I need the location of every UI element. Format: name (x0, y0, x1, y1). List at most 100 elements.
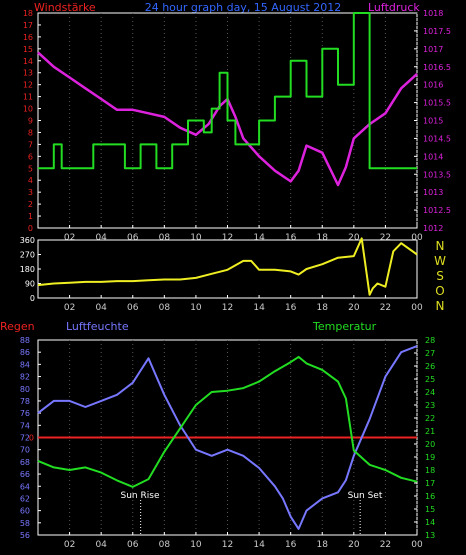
chart-title: 24 hour graph day, 15 August 2012 (145, 1, 342, 14)
x-tick-label: 06 (127, 303, 139, 313)
y-right-tick-label: 1014 (423, 152, 443, 161)
x-tick-label: 18 (317, 540, 329, 550)
y-right-tick-label: 1013 (423, 188, 443, 197)
y-right-tick-label: 1013.5 (423, 170, 451, 179)
x-tick-label: 12 (222, 303, 233, 313)
x-tick-label: 14 (253, 303, 265, 313)
x-tick-label: 14 (253, 540, 265, 550)
y-right-tick-label: 25 (425, 375, 435, 384)
x-tick-label: 10 (190, 303, 202, 313)
y-left-tick-label: 82 (20, 373, 30, 382)
y-left-tick-label: 11 (23, 93, 33, 102)
compass-letter: O (435, 284, 444, 298)
y-right-tick-label: 16 (425, 492, 435, 501)
y-tick-label: 360 (20, 236, 35, 245)
x-tick-label: 04 (95, 540, 107, 550)
x-tick-label: 08 (159, 303, 171, 313)
x-tick-label: 02 (64, 540, 75, 550)
y-right-tick-label: 1014.5 (423, 134, 451, 143)
y-right-tick-label: 26 (425, 362, 435, 371)
wind-line (38, 12, 417, 170)
humidity-temperature-panel: 02 04 06 08 10 12 14 16 18 20 22 00 56 58 60 62 64 66 68 70… (20, 336, 435, 550)
y-left-tick-label: 64 (20, 482, 30, 491)
y-left-tick-label: 66 (20, 470, 30, 479)
y-right-tick-label: 1016 (423, 81, 443, 90)
y-right-tick-label: 15 (425, 505, 435, 514)
y-right-tick-label: 24 (425, 388, 435, 397)
y-right-tick-label: 1017.5 (423, 27, 451, 36)
temperature-line (37, 355, 418, 488)
compass-letter: N (436, 299, 445, 313)
y-left-tick-label: 14 (23, 57, 33, 66)
y-left-tick-label: 9 (28, 117, 33, 126)
y-right-tick-label: 21 (425, 427, 435, 436)
y-left-tick-label: 10 (23, 105, 33, 114)
x-tick-label: 18 (317, 303, 329, 313)
y-left-tick-label: 80 (20, 385, 30, 394)
x-tick-label: 22 (380, 233, 391, 243)
y-left-tick-label: 2 (28, 200, 33, 209)
y-right-tick-label: 1018 (423, 9, 443, 18)
x-tick-label: 22 (380, 303, 391, 313)
y-right-tick-label: 1016.5 (423, 63, 451, 72)
x-tick-label: 02 (64, 233, 75, 243)
x-tick-label: 00 (411, 540, 423, 550)
wind-pressure-panel: 02 04 06 08 10 12 14 16 18 20 22 000123456789101112… (23, 9, 451, 243)
x-tick-label: 14 (253, 233, 265, 243)
y-right-tick-label: 13 (425, 531, 435, 540)
y-left-tick-label: 13 (23, 69, 33, 78)
y-left-tick-label: 56 (20, 531, 30, 540)
y-right-tick-label: 1017 (423, 45, 443, 54)
y-left-tick-label: 60 (20, 507, 30, 516)
y-right-tick-label: 1012 (423, 224, 443, 233)
x-tick-label: 20 (348, 233, 360, 243)
x-tick-label: 12 (222, 540, 233, 550)
x-tick-label: 16 (285, 233, 297, 243)
x-tick-label: 18 (317, 233, 329, 243)
y-left-tick-label: 7 (28, 140, 33, 149)
y-tick-label: 180 (20, 265, 35, 274)
x-tick-label: 00 (411, 233, 423, 243)
wind-direction-line (37, 237, 418, 296)
y-left-tick-label: 1 (28, 212, 33, 221)
y-left-tick-label: 5 (28, 164, 33, 173)
compass-letter: S (436, 269, 444, 283)
y-left-tick-label: 12 (23, 81, 33, 90)
y-right-tick-label: 28 (425, 336, 435, 345)
x-tick-label: 12 (222, 233, 233, 243)
y-right-tick-label: 17 (425, 479, 435, 488)
y-left-tick-label: 78 (20, 397, 30, 406)
sunrise-label: Sun Rise (121, 491, 160, 501)
x-tick-label: 22 (380, 540, 391, 550)
humidity-axis-title: Luftfeuchte (66, 320, 129, 333)
compass-letter: W (434, 254, 446, 268)
x-tick-label: 10 (190, 233, 202, 243)
x-tick-label: 04 (95, 233, 107, 243)
y-left-tick-label: 6 (28, 152, 33, 161)
y-left-tick-label: 74 (20, 421, 30, 430)
y-left-tick-label: 58 (20, 519, 30, 528)
y-left-tick-label: 17 (23, 21, 33, 30)
x-tick-label: 02 (64, 303, 75, 313)
rain-axis-title: Regen (0, 320, 35, 333)
x-tick-label: 20 (348, 540, 360, 550)
x-tick-label: 06 (127, 233, 139, 243)
y-right-tick-label: 22 (425, 414, 435, 423)
x-tick-label: 08 (159, 540, 171, 550)
y-left-tick-label: 84 (20, 360, 30, 369)
y-tick-label: 270 (20, 251, 35, 260)
y-right-tick-label: 27 (425, 349, 435, 358)
x-tick-label: 06 (127, 540, 139, 550)
y-right-tick-label: 1015 (423, 117, 443, 126)
y-left-tick-label: 16 (23, 33, 33, 42)
y-left-tick-label: 62 (20, 494, 30, 503)
y-left-tick-label: 18 (23, 9, 33, 18)
x-tick-label: 20 (348, 303, 360, 313)
y-left-tick-label: 0 (28, 224, 33, 233)
x-tick-label: 10 (190, 540, 202, 550)
x-tick-label: 08 (159, 233, 171, 243)
x-tick-label: 04 (95, 303, 107, 313)
